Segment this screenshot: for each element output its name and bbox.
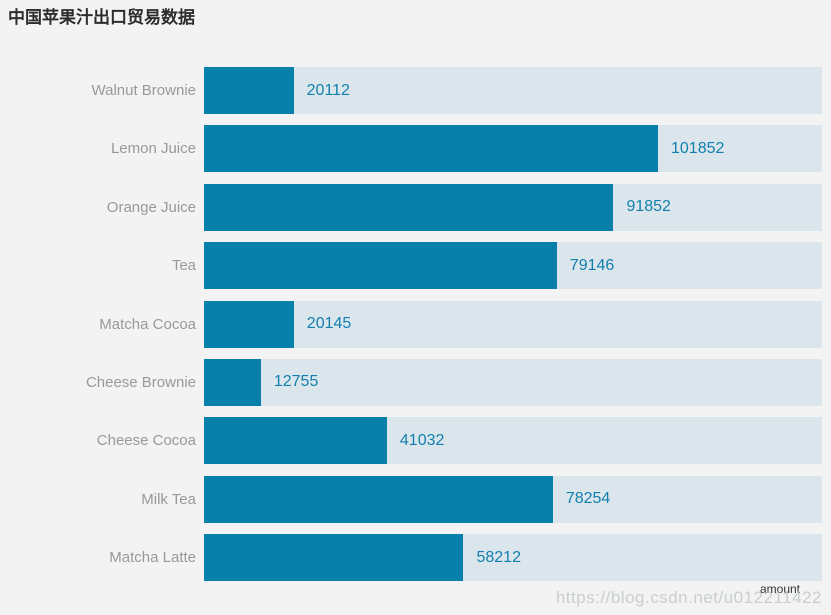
bar-row: Cheese Cocoa 41032 [0,417,822,465]
value-label: 101852 [671,139,725,157]
value-label: 12755 [273,373,319,391]
bar-row: Tea 79146 [0,242,822,290]
category-label: Matcha Latte [109,549,196,567]
bar-row: Lemon Juice 101852 [0,125,822,173]
category-label: Orange Juice [106,198,196,216]
bar-track: 101852 [204,125,822,173]
bar-row: Cheese Brownie 12755 [0,358,822,406]
bar-row: Orange Juice 91852 [0,183,822,231]
bar-track: 20112 [204,67,822,114]
bar-fill [204,300,294,348]
bar-fill [204,475,553,523]
bar-fill [204,242,557,290]
category-label: Walnut Brownie [91,82,197,99]
bar-row: Walnut Brownie 20112 [0,67,822,114]
category-label: Cheese Brownie [85,373,196,391]
value-label: 20145 [306,315,352,333]
bar-track: 58212 [204,534,822,582]
bar-fill [204,358,261,406]
bar-track: 12755 [204,358,822,406]
bar-row: Milk Tea 78254 [0,475,822,523]
bar-chart: Walnut Brownie 20112 Lemon Juice 101852 Oran… [0,67,822,582]
category-label: Cheese Cocoa [96,432,196,450]
bar-track: 91852 [204,183,822,231]
x-axis-name: amount [759,582,800,596]
category-label: Lemon Juice [110,140,196,158]
category-label: Milk Tea [141,490,196,508]
value-label: 91852 [626,198,671,216]
value-label: 20112 [306,81,350,99]
bar-row: Matcha Cocoa 20145 [0,300,822,348]
value-label: 79146 [569,256,615,274]
bar-track: 78254 [204,475,822,523]
bar-fill [204,417,387,465]
value-label: 58212 [476,548,521,566]
category-label: Tea [171,257,196,275]
bar-row: Matcha Latte 58212 [0,534,822,582]
category-label: Matcha Cocoa [99,315,196,333]
bar-track: 41032 [204,417,822,465]
bar-fill [204,125,658,173]
value-label: 41032 [399,431,445,449]
watermark: https://blog.csdn.net/u012211422 [555,588,822,607]
bar-fill [204,67,294,114]
value-label: 78254 [565,490,611,508]
chart-title: 中国苹果汁出口贸易数据 [8,8,195,27]
bar-fill [204,183,614,231]
bar-track: 20145 [204,300,822,348]
bar-fill [204,534,464,582]
bar-track: 79146 [204,242,822,290]
